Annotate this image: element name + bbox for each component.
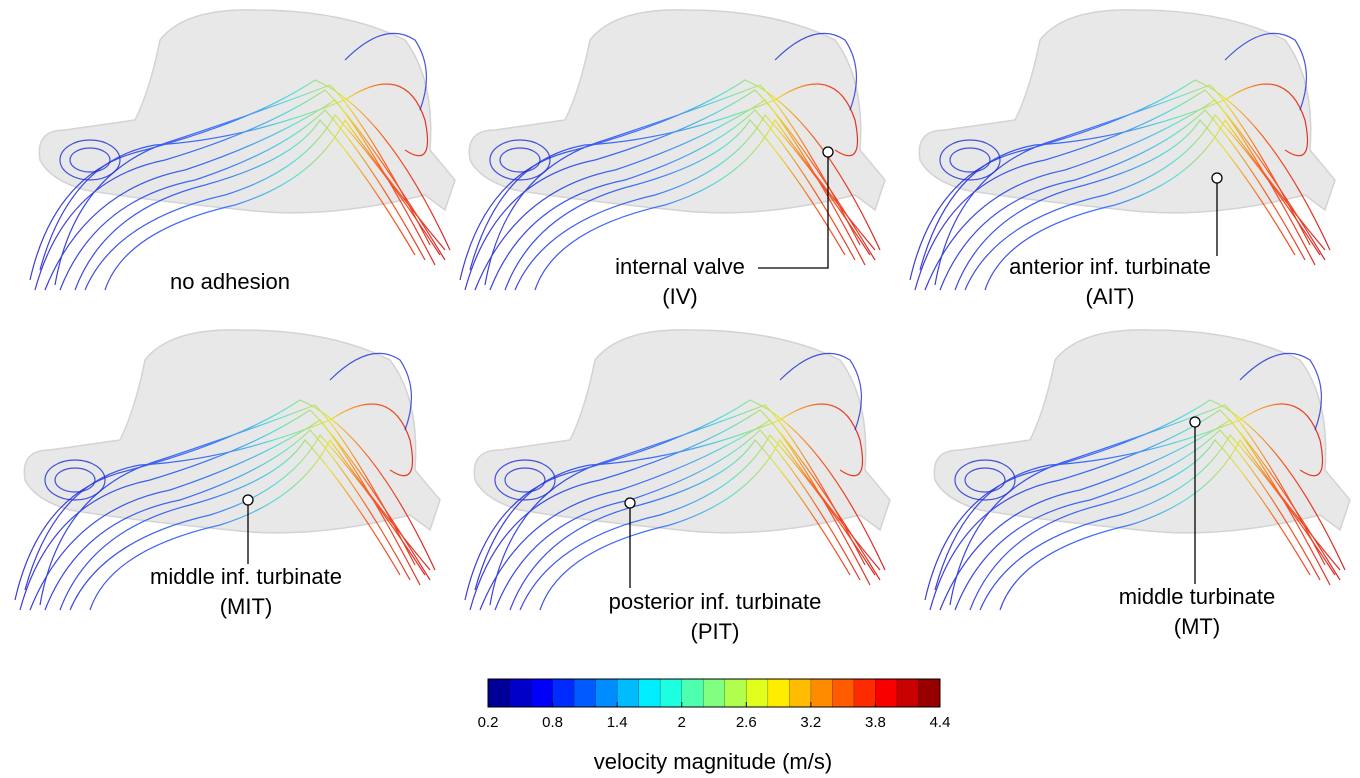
- color-step: [896, 679, 919, 707]
- tick-label: 3.2: [800, 714, 821, 731]
- panel-abbr: (AIT): [1086, 284, 1135, 309]
- flow-panel: [924, 329, 1351, 611]
- color-step: [703, 679, 726, 707]
- marker: [242, 494, 254, 506]
- marker: [1189, 416, 1201, 428]
- tick-label: 4.4: [930, 714, 951, 731]
- panel-abbr: (MT): [1174, 614, 1220, 639]
- color-step: [789, 679, 812, 707]
- tick-label: 0.2: [478, 714, 499, 731]
- flow-panel: [909, 9, 1336, 291]
- color-step: [595, 679, 618, 707]
- panels: [14, 9, 1351, 611]
- color-step: [724, 679, 747, 707]
- panel-label: internal valve: [615, 254, 745, 279]
- color-step: [552, 679, 575, 707]
- color-step: [574, 679, 596, 707]
- panel-label: posterior inf. turbinate: [609, 589, 822, 614]
- leader-line: [758, 152, 829, 269]
- color-step: [488, 679, 510, 707]
- color-step: [660, 679, 683, 707]
- panel-label: anterior inf. turbinate: [1009, 254, 1211, 279]
- panel-label: middle inf. turbinate: [150, 564, 342, 589]
- flow-panel: [29, 9, 456, 291]
- color-step: [853, 679, 876, 707]
- color-step: [509, 679, 532, 707]
- color-step: [810, 679, 833, 707]
- marker: [1211, 172, 1223, 184]
- flow-panel: [464, 329, 891, 611]
- color-step: [918, 679, 941, 707]
- color-step: [681, 679, 704, 707]
- color-step: [767, 679, 790, 707]
- panel-abbr: (IV): [662, 284, 697, 309]
- color-step: [832, 679, 855, 707]
- color-step: [746, 679, 769, 707]
- tick-label: 2.6: [736, 714, 757, 731]
- panel-abbr: (PIT): [691, 619, 740, 644]
- leaders: [242, 146, 1223, 588]
- panel-abbr: (MIT): [220, 594, 273, 619]
- labels: no adhesion internal valve (IV) anterior in…: [150, 254, 1275, 644]
- marker: [624, 497, 636, 509]
- panel-label: no adhesion: [170, 269, 290, 294]
- flow-panel: [459, 9, 886, 291]
- tick-label: 0.8: [542, 714, 563, 731]
- color-step: [875, 679, 898, 707]
- colorbar-frame: [487, 678, 941, 708]
- color-step: [531, 679, 553, 707]
- colorbar: 0.2 0.8 1.4 2 2.6 3.2 3.8 4.4 velocity magnitude…: [478, 678, 951, 774]
- colorbar-label: velocity magnitude (m/s): [594, 749, 832, 774]
- color-step: [638, 679, 661, 707]
- tick-label: 1.4: [607, 714, 628, 731]
- panel-label: middle turbinate: [1119, 584, 1276, 609]
- tick-label: 3.8: [865, 714, 886, 731]
- marker: [822, 146, 834, 158]
- color-step: [617, 679, 639, 707]
- tick-label: 2: [678, 714, 686, 731]
